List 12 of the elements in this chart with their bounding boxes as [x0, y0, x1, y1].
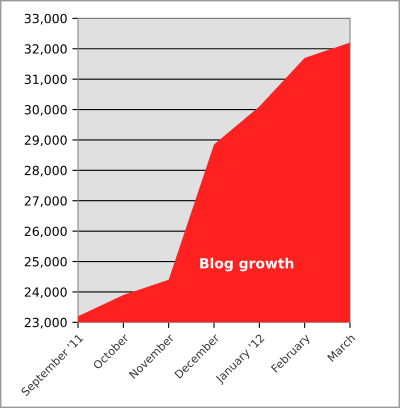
y-tick-label: 23,000 — [24, 318, 67, 329]
y-tick-label: 29,000 — [24, 135, 67, 146]
y-tick-label: 27,000 — [24, 196, 67, 207]
y-tick-label: 30,000 — [24, 105, 67, 116]
y-tick-label: 28,000 — [24, 166, 67, 177]
y-tick-label: 25,000 — [24, 257, 67, 268]
y-tick-label: 32,000 — [24, 44, 67, 55]
text: Blog growth — [200, 258, 294, 272]
y-tick-label: 24,000 — [24, 287, 67, 298]
y-tick-label: 26,000 — [24, 226, 67, 238]
y-tick-label: 33,000 — [24, 14, 67, 25]
y-tick-label: 31,000 — [24, 74, 67, 86]
